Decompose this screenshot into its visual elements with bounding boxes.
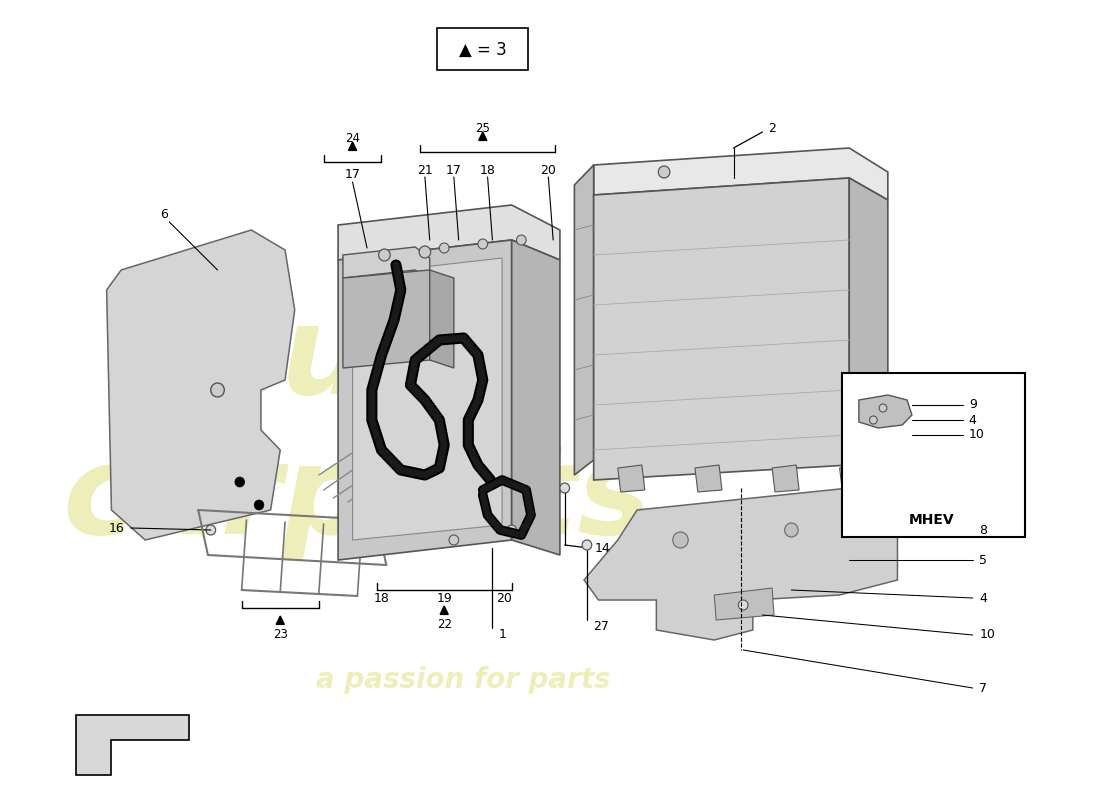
Circle shape [582,540,592,550]
Text: 20: 20 [496,591,512,605]
Circle shape [869,416,877,424]
Text: 20: 20 [540,163,557,177]
Polygon shape [430,270,454,368]
Polygon shape [76,715,188,775]
Polygon shape [594,178,849,480]
FancyBboxPatch shape [843,373,1025,537]
FancyBboxPatch shape [438,28,528,70]
Polygon shape [574,165,594,475]
Polygon shape [512,240,560,555]
Circle shape [378,249,390,261]
Text: 10: 10 [979,629,996,642]
Polygon shape [276,616,284,624]
Circle shape [439,243,449,253]
Text: 27: 27 [593,619,608,633]
Text: 5: 5 [979,554,988,566]
Circle shape [784,523,799,537]
Polygon shape [849,178,888,482]
Polygon shape [349,142,356,150]
Text: 23: 23 [273,627,288,641]
Text: 18: 18 [480,163,495,177]
Circle shape [658,166,670,178]
Text: 14: 14 [595,542,610,554]
Text: 25: 25 [475,122,491,134]
Text: a passion for parts: a passion for parts [316,666,610,694]
Circle shape [449,535,459,545]
Text: 6: 6 [161,209,168,222]
Circle shape [419,246,431,258]
Text: 9: 9 [969,398,977,411]
Circle shape [507,525,517,535]
Polygon shape [859,395,912,428]
Polygon shape [584,488,898,640]
Text: 17: 17 [344,169,361,182]
Polygon shape [353,258,502,540]
Text: 4: 4 [969,414,977,426]
Text: ▲ = 3: ▲ = 3 [459,41,507,59]
Circle shape [517,235,526,245]
Text: MHEV: MHEV [909,513,954,527]
Circle shape [235,477,244,487]
Text: 7: 7 [979,682,988,694]
Polygon shape [839,465,867,492]
Text: 8: 8 [979,523,988,537]
Polygon shape [772,465,799,492]
Polygon shape [107,230,295,540]
Circle shape [477,239,487,249]
Circle shape [738,600,748,610]
Text: 22: 22 [437,618,452,630]
Circle shape [206,525,216,535]
Polygon shape [338,240,512,560]
Text: 16: 16 [108,522,124,534]
Text: 10: 10 [969,429,984,442]
Text: 18: 18 [374,591,389,605]
Polygon shape [594,148,888,200]
Text: 17: 17 [446,163,462,177]
Polygon shape [618,465,645,492]
Polygon shape [343,270,430,368]
Circle shape [560,483,570,493]
Text: 1: 1 [498,627,506,641]
Polygon shape [478,132,487,141]
Circle shape [254,500,264,510]
Polygon shape [695,465,722,492]
Polygon shape [343,247,430,280]
Polygon shape [338,205,560,260]
Text: 24: 24 [345,131,360,145]
Circle shape [879,404,887,412]
Text: euro
carparts: euro carparts [63,299,652,561]
Text: 21: 21 [417,163,432,177]
Polygon shape [714,588,774,620]
Circle shape [211,383,224,397]
Text: 2: 2 [768,122,777,134]
Text: 19: 19 [437,591,452,605]
Circle shape [673,532,689,548]
Text: 4: 4 [979,591,988,605]
Polygon shape [440,606,448,614]
